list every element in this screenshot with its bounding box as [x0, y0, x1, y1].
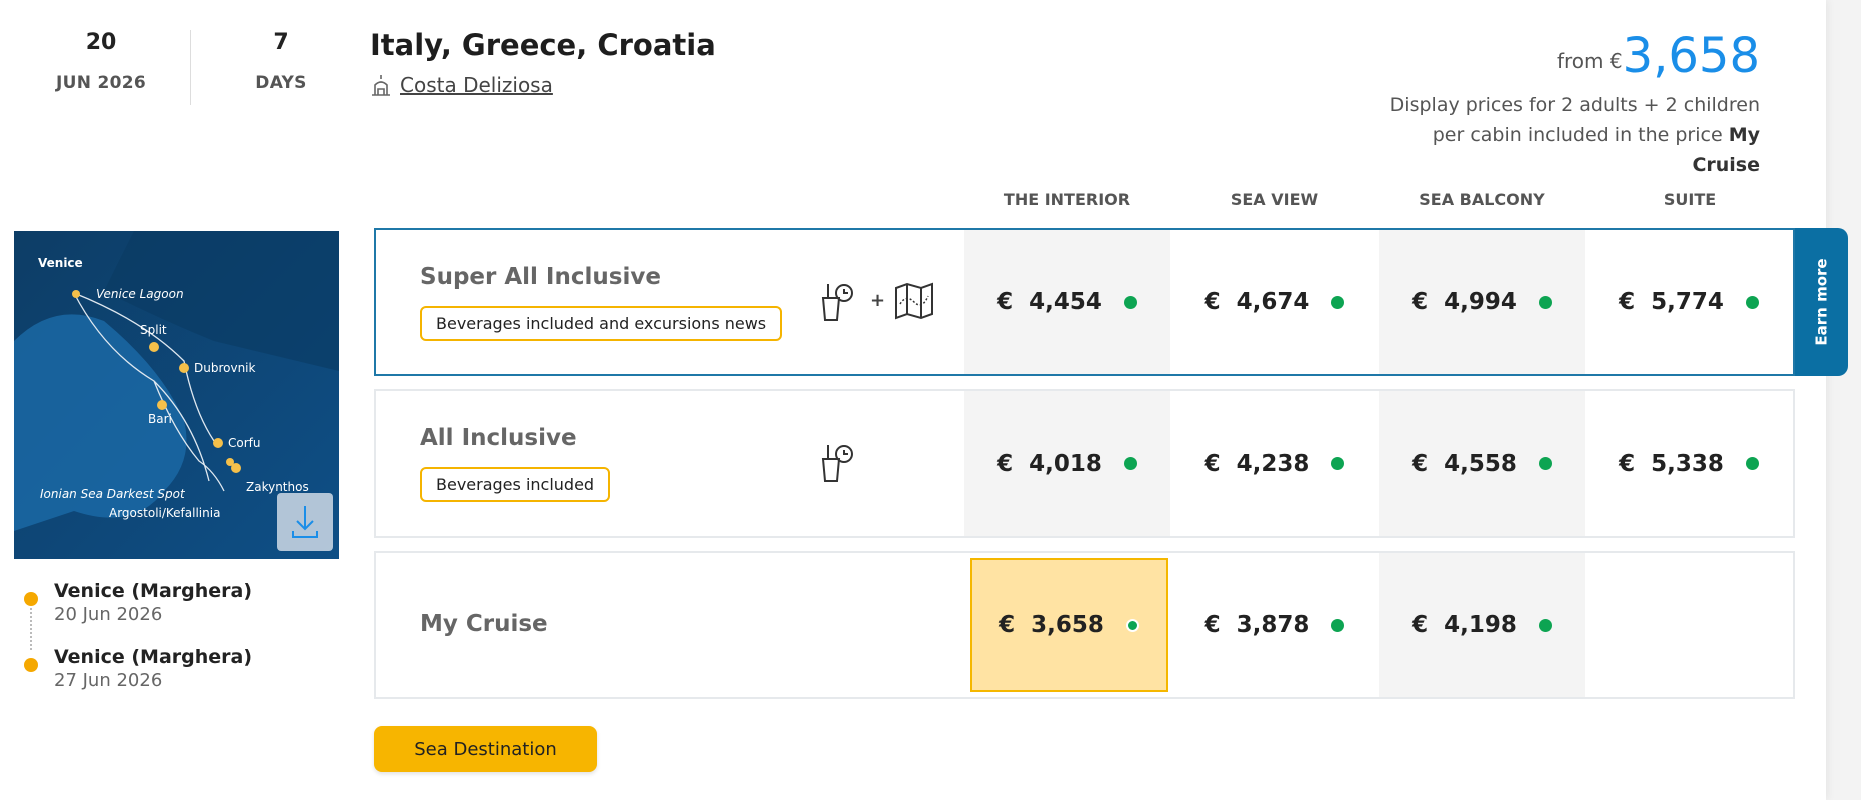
- price: € 4,558: [1412, 450, 1517, 477]
- package-label: Super All Inclusive: [420, 264, 661, 290]
- note-bold: My Cruise: [1692, 124, 1760, 176]
- duration-label: DAYS: [255, 73, 307, 93]
- price-cell[interactable]: € 4,198: [1379, 553, 1585, 697]
- ship-icon: [372, 75, 390, 96]
- price: € 3,878: [1204, 612, 1310, 638]
- column-sea-view: SEA VIEW: [1230, 190, 1319, 209]
- divider: [190, 30, 191, 105]
- column-sea-balcony: SEA BALCONY: [1419, 190, 1545, 209]
- price-note: Display prices for 2 adults + 2 children…: [1360, 90, 1760, 180]
- sea-destination-button[interactable]: Sea Destination: [374, 726, 597, 772]
- port-name: Venice (Marghera): [54, 580, 253, 602]
- port-label: Venice: [38, 256, 83, 270]
- price-cell[interactable]: € 4,558: [1379, 391, 1585, 536]
- port-label: Bari: [148, 412, 172, 426]
- beverages-icon: [821, 445, 853, 482]
- route-map[interactable]: Venice Venice Lagoon Split Dubrovnik Bar…: [14, 231, 339, 559]
- available-dot: [1331, 618, 1345, 632]
- port-label: Argostoli/Kefallinia: [109, 506, 220, 520]
- port-label: Venice Lagoon: [96, 287, 184, 301]
- available-dot: [1538, 618, 1552, 632]
- departure-date: 20 JUN 2026: [40, 30, 162, 93]
- port-label: Ionian Sea Darkest Spot: [40, 487, 186, 501]
- package-label: All Inclusive: [420, 425, 577, 451]
- price-cell[interactable]: € 4,674: [1170, 230, 1379, 374]
- itinerary-stop: Venice (Marghera) 20 Jun 2026: [22, 580, 252, 646]
- note-text: Display prices for 2 adults + 2 children…: [1389, 94, 1760, 146]
- available-dot: [1331, 295, 1345, 309]
- port-label: Dubrovnik: [194, 361, 256, 375]
- price-cell[interactable]: € 4,238: [1170, 391, 1379, 536]
- departure-month: JUN 2026: [56, 73, 146, 93]
- cruise-title: Italy, Greece, Croatia: [370, 28, 716, 62]
- price: € 4,198: [1412, 612, 1517, 638]
- duration-count: 7: [273, 30, 289, 55]
- price-cell[interactable]: € 4,994: [1379, 230, 1585, 374]
- package-row-my-cruise[interactable]: My Cruise € 3,658 € 3,878 € 4,198: [374, 551, 1795, 699]
- port-dot-icon: [24, 658, 38, 672]
- plus-sign: +: [870, 290, 886, 311]
- price-cell[interactable]: € 5,338: [1585, 391, 1793, 536]
- available-dot: [1745, 295, 1759, 309]
- earn-more-label: Earn more: [1812, 258, 1831, 346]
- excursions-map-icon: [895, 282, 933, 320]
- departure-day: 20: [85, 30, 117, 55]
- price: € 4,018: [997, 450, 1102, 477]
- price: € 4,994: [1412, 289, 1517, 315]
- itinerary-connector: [30, 608, 32, 650]
- column-interior: THE INTERIOR: [1003, 190, 1131, 209]
- price-cell[interactable]: € 5,774: [1585, 230, 1793, 374]
- from-price: from €3,658: [1557, 28, 1760, 84]
- from-label: from €: [1556, 49, 1623, 73]
- price: € 5,338: [1619, 450, 1724, 477]
- beverages-icon: [821, 284, 853, 321]
- available-dot: [1538, 295, 1552, 309]
- available-dot: [1538, 457, 1552, 470]
- available-dot: [1123, 457, 1137, 470]
- port-label: Corfu: [228, 436, 260, 450]
- package-badge: Beverages included: [420, 467, 611, 502]
- price-cell[interactable]: € 4,454: [964, 230, 1170, 374]
- duration: 7 DAYS: [230, 30, 332, 93]
- port-name: Venice (Marghera): [54, 646, 253, 668]
- itinerary-stop: Venice (Marghera) 27 Jun 2026: [22, 646, 252, 712]
- available-dot: [1125, 618, 1139, 632]
- package-row-all-inclusive[interactable]: All Inclusive Beverages included € 4,018…: [374, 389, 1795, 538]
- package-badge: Beverages included and excursions news: [420, 306, 783, 341]
- price: € 4,674: [1204, 289, 1310, 315]
- price: € 4,238: [1204, 450, 1310, 477]
- earn-more-tab[interactable]: Earn more: [1795, 228, 1848, 376]
- price-cell[interactable]: € 4,018: [964, 391, 1170, 536]
- price: € 3,658: [999, 612, 1104, 638]
- package-row-super-all-inclusive[interactable]: Super All Inclusive Beverages included a…: [374, 228, 1795, 376]
- ship: Costa Deliziosa: [370, 73, 553, 97]
- port-date: 27 Jun 2026: [54, 670, 163, 691]
- price-cell-selected[interactable]: € 3,658: [970, 558, 1168, 692]
- download-icon[interactable]: [277, 493, 333, 551]
- ship-link[interactable]: Costa Deliziosa: [400, 73, 553, 97]
- port-label: Zakynthos: [246, 480, 309, 494]
- price: € 4,454: [997, 289, 1102, 315]
- itinerary: Venice (Marghera) 20 Jun 2026 Venice (Mar…: [22, 580, 252, 712]
- port-dot-icon: [24, 592, 38, 606]
- price-cell[interactable]: € 3,878: [1170, 553, 1379, 697]
- port-label: Split: [140, 323, 167, 337]
- available-dot: [1331, 457, 1345, 470]
- column-suite: SUITE: [1663, 190, 1717, 209]
- available-dot: [1745, 457, 1759, 470]
- from-price-value: 3,658: [1622, 28, 1760, 84]
- package-label: My Cruise: [420, 611, 548, 637]
- available-dot: [1123, 295, 1137, 309]
- port-date: 20 Jun 2026: [54, 604, 163, 625]
- price: € 5,774: [1619, 289, 1724, 315]
